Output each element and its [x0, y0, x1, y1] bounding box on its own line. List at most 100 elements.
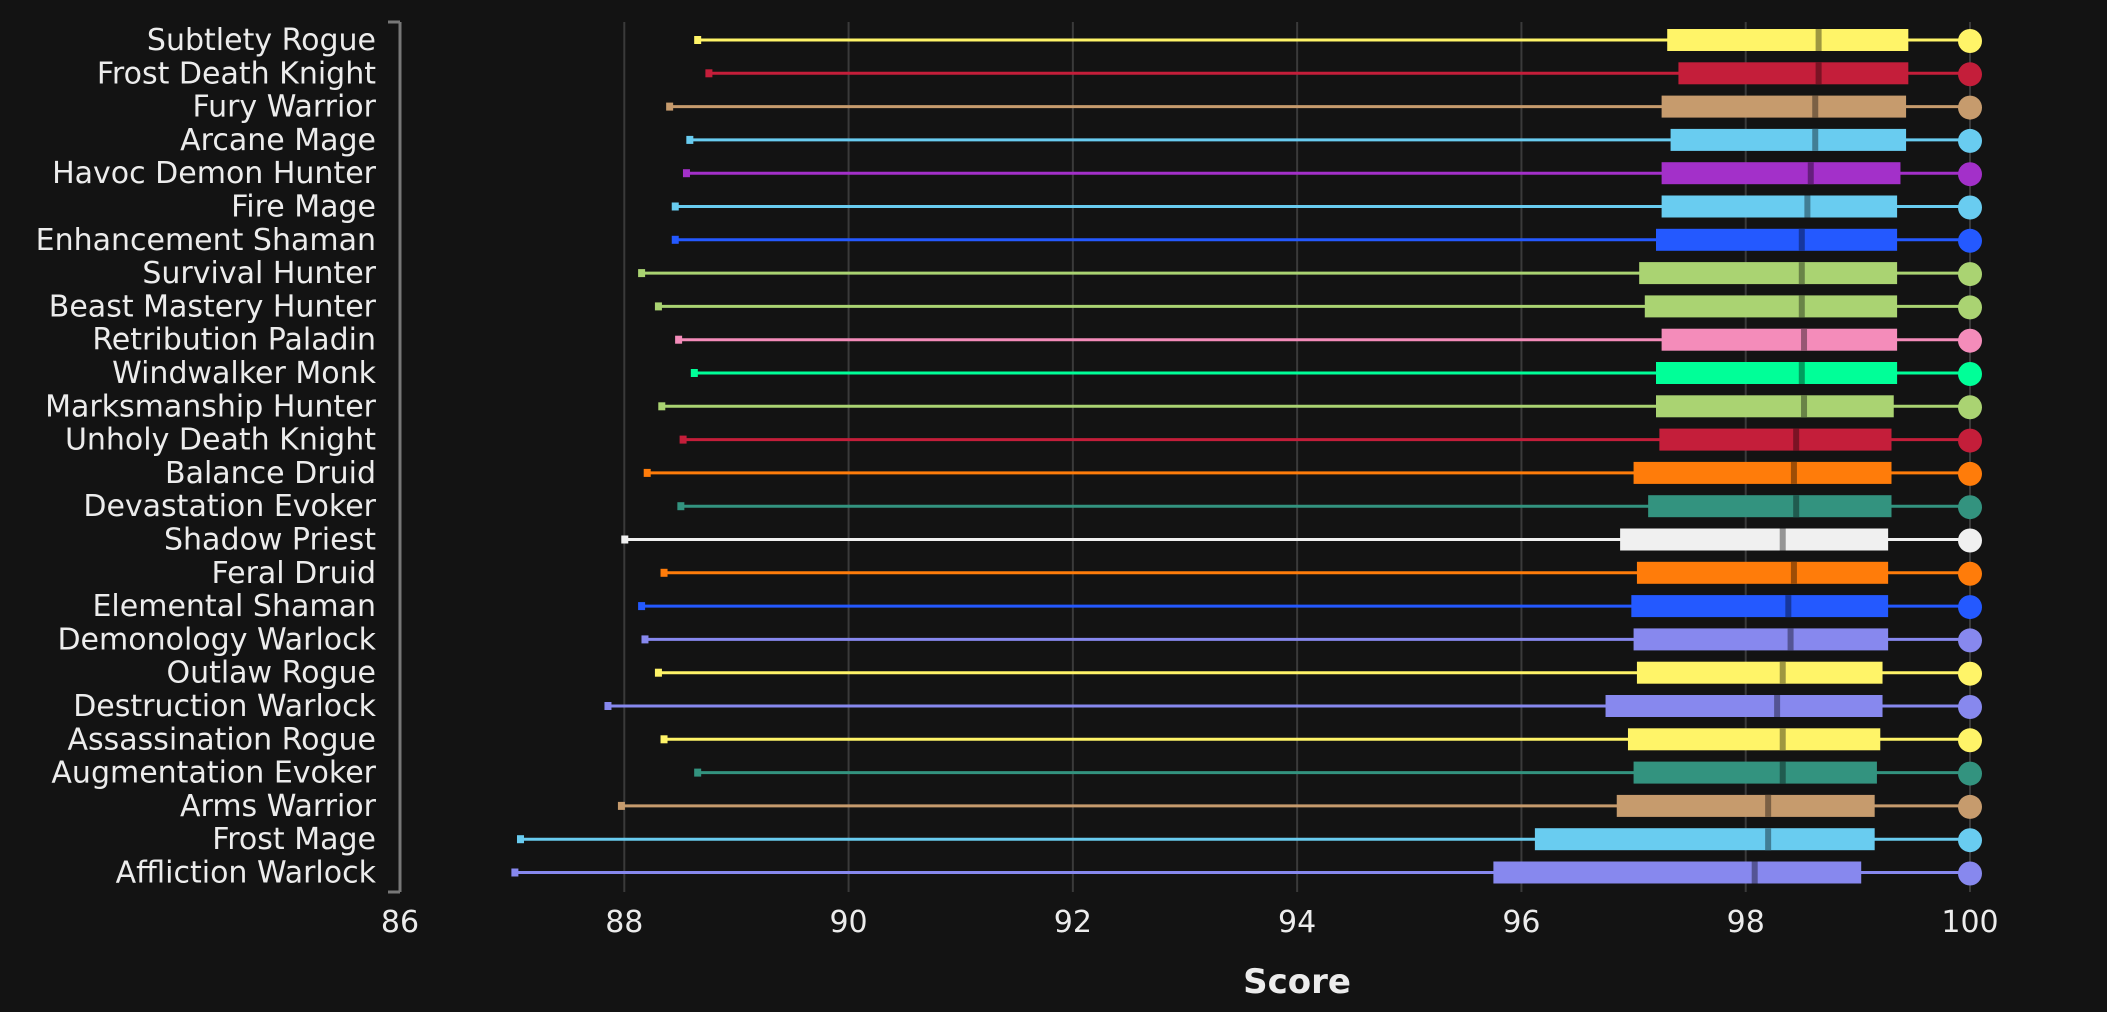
- iqr-box-beast-mastery-hunter: [1644, 295, 1898, 318]
- x-tick-label-90: 90: [829, 905, 867, 940]
- min-marker-feral-druid: [660, 568, 668, 577]
- category-label-shadow-priest: Shadow Priest: [164, 523, 376, 558]
- min-marker-marksmanship-hunter: [658, 402, 666, 411]
- iqr-box-devastation-evoker: [1648, 495, 1892, 518]
- min-marker-frost-death-knight: [705, 69, 713, 78]
- max-marker-fury-warrior: [1958, 95, 1982, 120]
- x-axis-title: Score: [1243, 962, 1351, 1002]
- max-marker-shadow-priest: [1958, 528, 1982, 553]
- median-marker-shadow-priest: [1779, 528, 1786, 551]
- min-marker-balance-druid: [643, 468, 651, 477]
- median-marker-feral-druid: [1790, 561, 1797, 584]
- category-label-retribution-paladin: Retribution Paladin: [92, 323, 376, 358]
- box-havoc-demon-hunter: [682, 162, 1982, 187]
- median-marker-unholy-death-knight: [1793, 428, 1800, 451]
- x-tick-label-92: 92: [1054, 905, 1092, 940]
- max-marker-affliction-warlock: [1958, 861, 1982, 886]
- iqr-box-frost-death-knight: [1678, 62, 1909, 85]
- max-marker-enhancement-shaman: [1958, 228, 1982, 253]
- category-label-subtlety-rogue: Subtlety Rogue: [147, 23, 376, 58]
- x-tick-label-94: 94: [1278, 905, 1316, 940]
- max-marker-beast-mastery-hunter: [1958, 295, 1982, 320]
- median-marker-frost-death-knight: [1815, 62, 1822, 85]
- median-marker-beast-mastery-hunter: [1798, 295, 1805, 318]
- median-marker-destruction-warlock: [1774, 695, 1781, 717]
- box-balance-druid: [643, 461, 1982, 486]
- iqr-box-affliction-warlock: [1493, 861, 1862, 884]
- iqr-box-demonology-warlock: [1633, 628, 1889, 651]
- max-marker-survival-hunter: [1958, 262, 1982, 287]
- x-tick-labels: 86 88 90 92 94 96 98 100: [381, 905, 1999, 940]
- max-marker-retribution-paladin: [1958, 328, 1982, 353]
- category-label-elemental-shaman: Elemental Shaman: [92, 589, 376, 624]
- box-frost-death-knight: [705, 62, 1982, 87]
- box-assassination-rogue: [660, 728, 1982, 753]
- category-label-unholy-death-knight: Unholy Death Knight: [65, 423, 376, 458]
- y-axis: [388, 20, 402, 894]
- max-marker-demonology-warlock: [1958, 628, 1982, 653]
- category-label-outlaw-rogue: Outlaw Rogue: [166, 656, 376, 691]
- max-marker-arms-warrior: [1958, 794, 1982, 819]
- category-label-assassination-rogue: Assassination Rogue: [67, 722, 376, 757]
- iqr-box-fire-mage: [1661, 195, 1898, 218]
- median-marker-havoc-demon-hunter: [1807, 162, 1814, 185]
- median-marker-balance-druid: [1790, 461, 1797, 484]
- median-marker-frost-mage: [1765, 828, 1772, 851]
- box-shadow-priest: [621, 528, 1982, 553]
- box-windwalker-monk: [690, 362, 1982, 386]
- iqr-box-retribution-paladin: [1661, 328, 1898, 351]
- iqr-box-outlaw-rogue: [1636, 661, 1883, 684]
- iqr-box-arcane-mage: [1670, 128, 1907, 151]
- iqr-box-arms-warrior: [1616, 794, 1875, 817]
- box-fire-mage: [671, 195, 1982, 220]
- x-tick-label-100: 100: [1941, 905, 1998, 940]
- iqr-box-assassination-rogue: [1627, 728, 1881, 751]
- max-marker-elemental-shaman: [1958, 595, 1982, 620]
- box-demonology-warlock: [641, 628, 1982, 653]
- min-marker-augmentation-evoker: [694, 768, 702, 777]
- median-marker-enhancement-shaman: [1798, 228, 1805, 251]
- category-label-enhancement-shaman: Enhancement Shaman: [36, 223, 376, 258]
- median-marker-devastation-evoker: [1793, 495, 1800, 518]
- min-marker-affliction-warlock: [511, 868, 519, 877]
- max-marker-assassination-rogue: [1958, 728, 1982, 753]
- iqr-box-augmentation-evoker: [1633, 761, 1877, 784]
- box-enhancement-shaman: [671, 228, 1982, 253]
- min-marker-unholy-death-knight: [679, 435, 687, 444]
- iqr-box-balance-druid: [1633, 461, 1892, 484]
- max-marker-outlaw-rogue: [1958, 661, 1982, 686]
- box-outlaw-rogue: [654, 661, 1982, 686]
- max-marker-devastation-evoker: [1958, 495, 1982, 520]
- box-arms-warrior: [617, 794, 1982, 819]
- category-label-demonology-warlock: Demonology Warlock: [57, 622, 376, 657]
- min-marker-frost-mage: [516, 835, 524, 844]
- box-marksmanship-hunter: [658, 395, 1982, 420]
- category-label-frost-mage: Frost Mage: [212, 822, 376, 857]
- iqr-box-unholy-death-knight: [1659, 428, 1892, 451]
- x-tick-label-96: 96: [1502, 905, 1540, 940]
- category-label-marksmanship-hunter: Marksmanship Hunter: [45, 389, 377, 424]
- min-marker-subtlety-rogue: [694, 36, 702, 44]
- box-destruction-warlock: [604, 695, 1982, 719]
- max-marker-fire-mage: [1958, 195, 1982, 220]
- box-survival-hunter: [638, 262, 1982, 287]
- category-label-survival-hunter: Survival Hunter: [142, 256, 376, 291]
- category-label-devastation-evoker: Devastation Evoker: [83, 489, 376, 524]
- box-fury-warrior: [666, 95, 1982, 120]
- max-marker-destruction-warlock: [1958, 695, 1982, 719]
- median-marker-fire-mage: [1804, 195, 1811, 218]
- median-marker-survival-hunter: [1798, 262, 1805, 285]
- median-marker-arcane-mage: [1812, 128, 1819, 151]
- category-label-balance-druid: Balance Druid: [165, 456, 376, 491]
- min-marker-retribution-paladin: [675, 335, 683, 344]
- category-label-frost-death-knight: Frost Death Knight: [97, 56, 376, 91]
- x-tick-label-98: 98: [1727, 905, 1765, 940]
- min-marker-shadow-priest: [621, 535, 629, 544]
- median-marker-affliction-warlock: [1751, 861, 1758, 884]
- min-marker-arms-warrior: [617, 801, 625, 810]
- min-marker-arcane-mage: [686, 135, 694, 144]
- max-marker-arcane-mage: [1958, 128, 1982, 153]
- max-marker-balance-druid: [1958, 461, 1982, 486]
- iqr-box-windwalker-monk: [1656, 362, 1898, 384]
